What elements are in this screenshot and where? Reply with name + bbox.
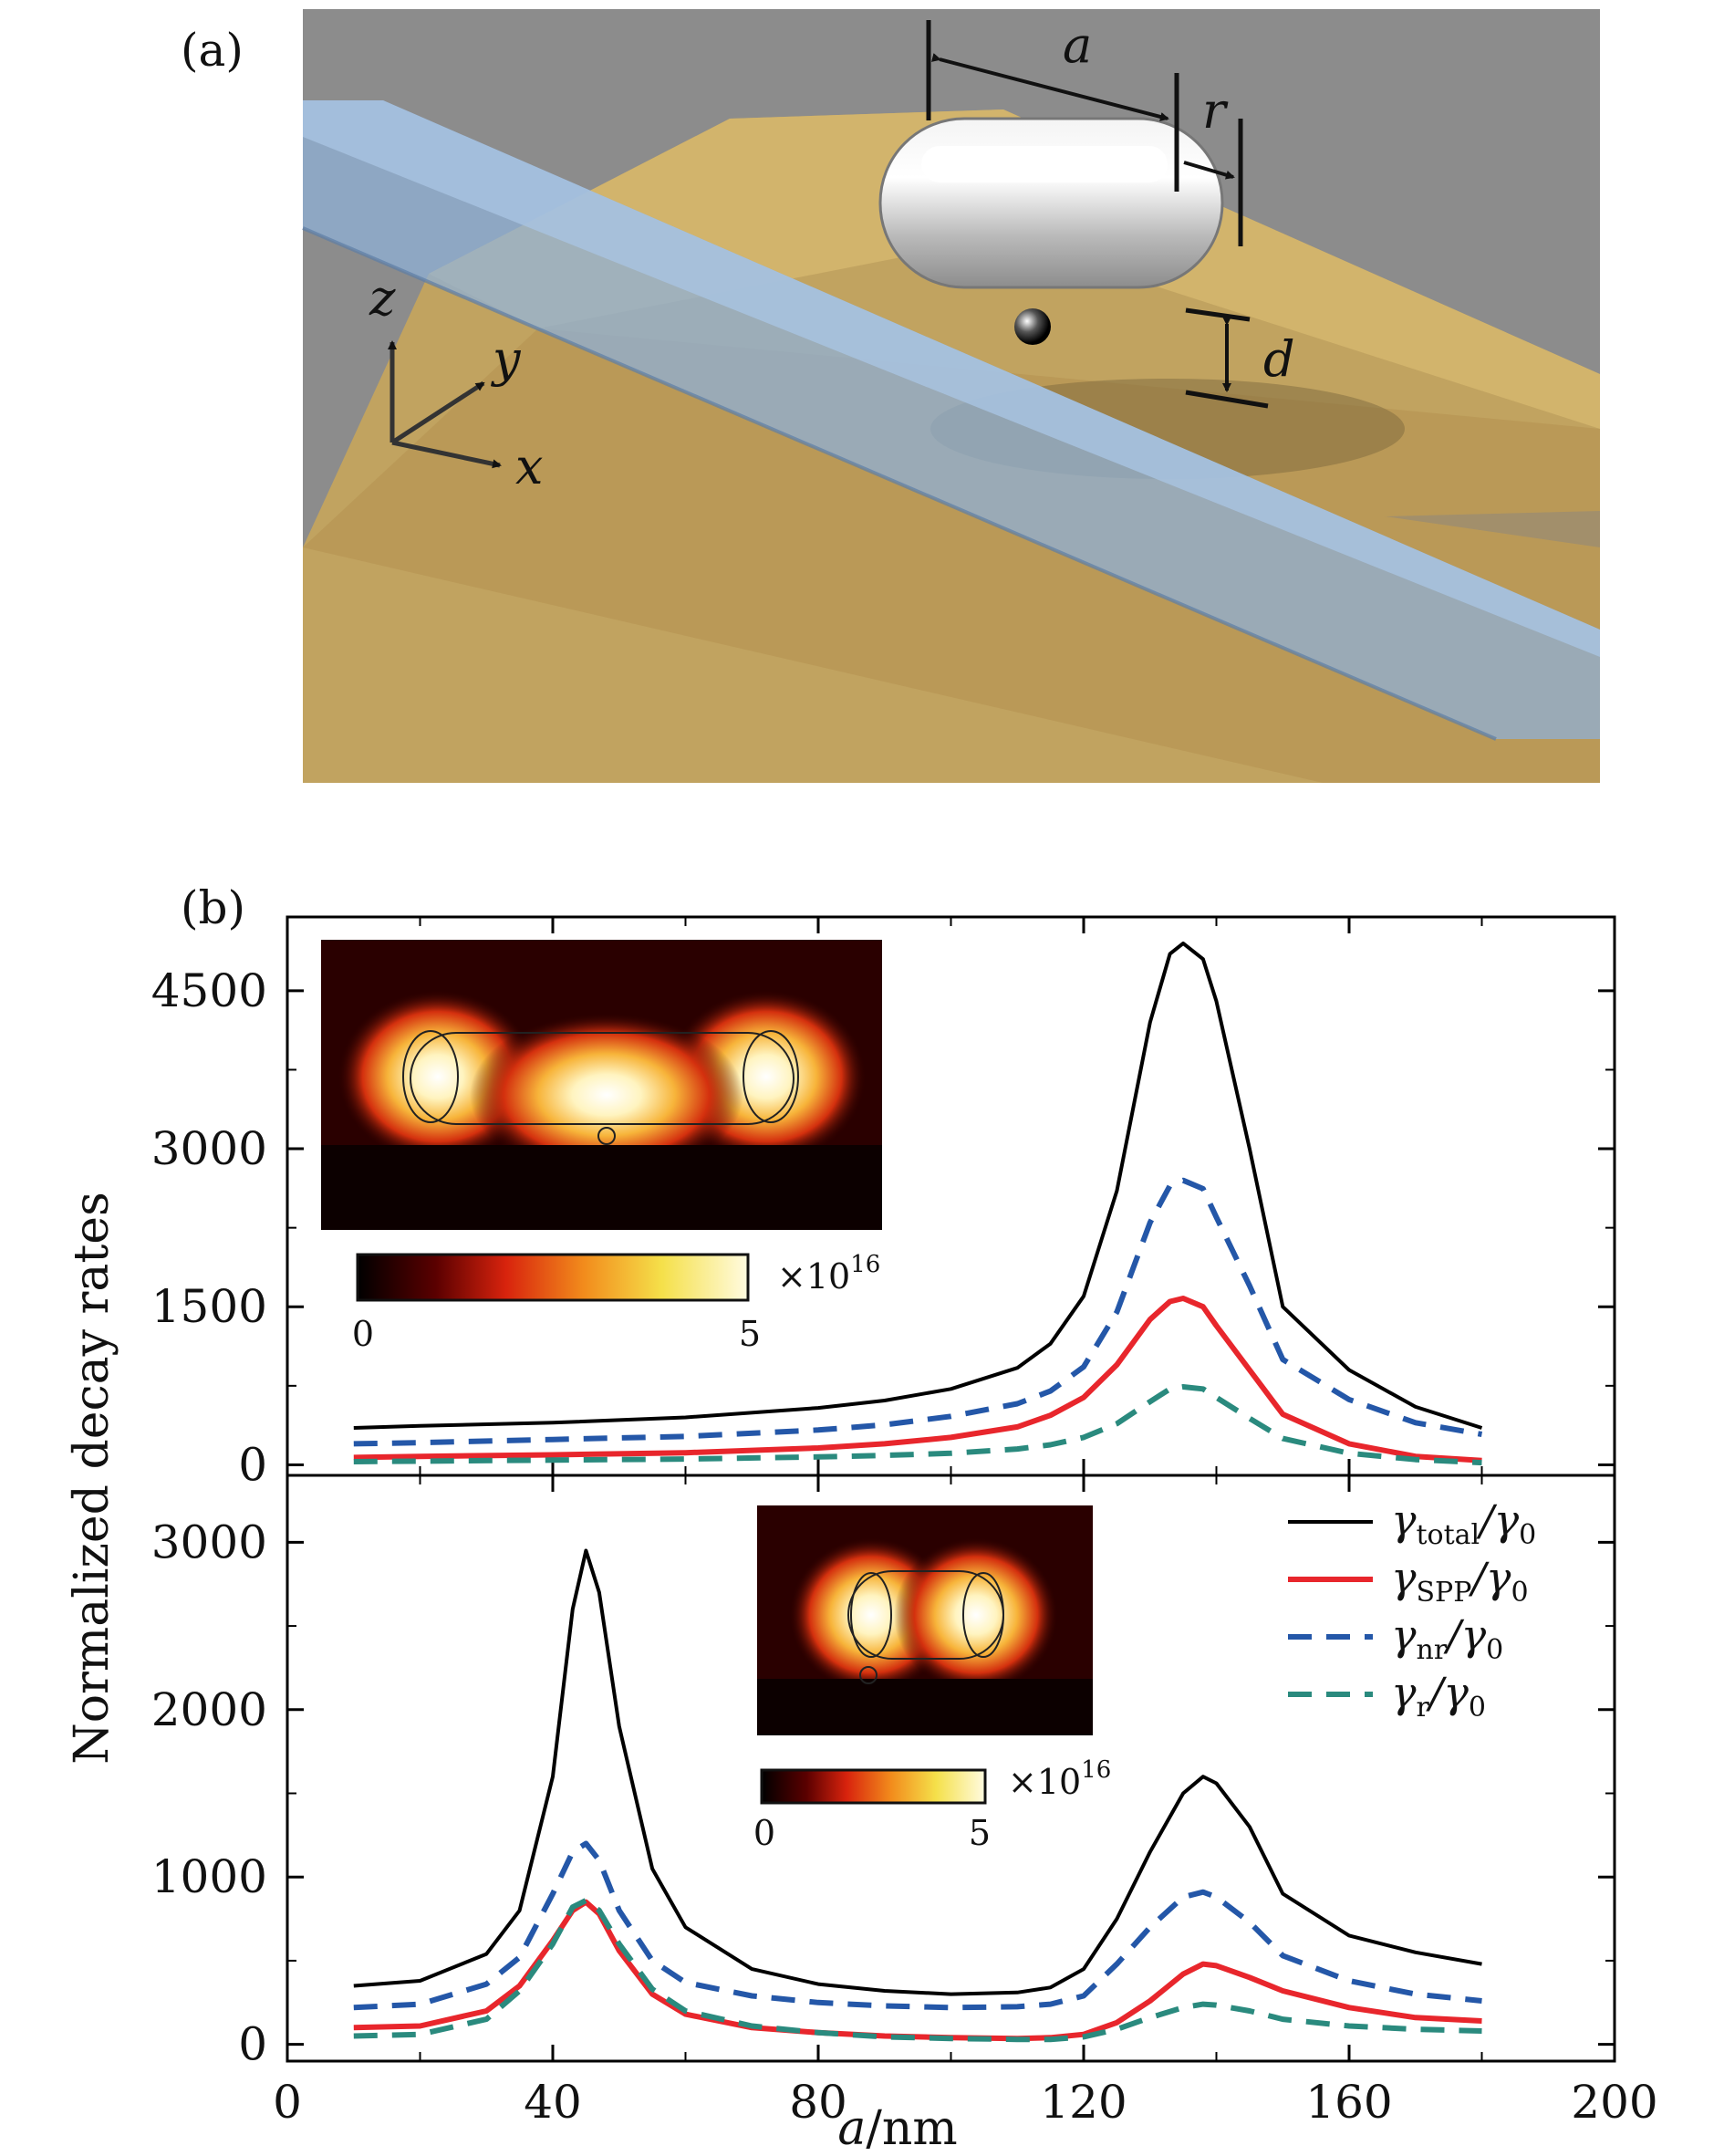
top-y-tick-label: 0 xyxy=(238,1438,267,1491)
legend-subscript: r xyxy=(1417,1692,1430,1724)
bottom-inset-right-hotspot xyxy=(894,1537,1058,1693)
waveguide-edge xyxy=(302,226,1497,741)
x-axis-label: a/nm xyxy=(837,2101,957,2156)
bottom-inset-right-cap xyxy=(962,1572,1004,1658)
legend-denominator-subscript: 0 xyxy=(1486,1634,1503,1666)
top-series-total xyxy=(353,941,1483,1430)
bottom-colorbar-scale: ×1016 xyxy=(1008,1756,1111,1802)
legend-subscript: total xyxy=(1417,1519,1480,1551)
panel-a: (a) a r d z y x xyxy=(181,9,1600,783)
bottom-colorbar-max: 5 xyxy=(969,1813,991,1853)
top-series-r xyxy=(353,1384,1482,1466)
x-axis-var: a xyxy=(837,2101,866,2156)
legend-label-nr: γnr/γ0 xyxy=(1391,1610,1503,1666)
substrate-top-face xyxy=(429,109,1600,429)
top-inset-gap-hotspot xyxy=(470,1013,743,1177)
top-colorbar-min: 0 xyxy=(352,1314,374,1354)
top-colorbar-max: 5 xyxy=(739,1314,761,1354)
bottom-inset-substrate xyxy=(757,1679,1093,1735)
bottom-y-tick-label: 3000 xyxy=(151,1515,267,1568)
top-y-tick-label: 3000 xyxy=(151,1122,267,1175)
axis-x-arrow xyxy=(391,440,502,469)
x-tick-label: 200 xyxy=(1571,2076,1657,2129)
x-tick-label: 40 xyxy=(524,2076,582,2129)
top-inset-substrate xyxy=(321,1145,882,1230)
top-colorbar-scale-base: ×10 xyxy=(777,1256,850,1297)
top-inset-rod-outline xyxy=(410,1032,794,1125)
bottom-inset-left-cap xyxy=(850,1572,892,1658)
legend-subscript: nr xyxy=(1417,1634,1448,1666)
legend-symbol: γ xyxy=(1391,1495,1417,1545)
legend-denominator: /γ xyxy=(1468,1553,1511,1602)
legend-denominator-subscript: 0 xyxy=(1469,1692,1486,1724)
waveguide-top-face xyxy=(303,100,1600,657)
panel-b-label: (b) xyxy=(181,881,245,934)
bottom-y-tick-label: 2000 xyxy=(151,1683,267,1736)
legend-symbol: γ xyxy=(1391,1668,1417,1717)
axis-x-label: x xyxy=(515,438,543,495)
dim-r-label: r xyxy=(1202,82,1229,140)
dim-d-label: d xyxy=(1263,330,1295,388)
legend-label-r: γr/γ0 xyxy=(1391,1668,1486,1724)
dim-d-top-tick xyxy=(1185,307,1251,322)
dim-a-arrow xyxy=(930,53,1169,121)
legend-symbol: γ xyxy=(1391,1553,1417,1602)
x-axis-unit: /nm xyxy=(866,2101,957,2156)
top-plot-ticks: 0 1500 3000 4500 xyxy=(151,917,1616,1491)
dim-d-bottom-tick xyxy=(1185,390,1269,409)
top-series-spp xyxy=(353,1296,1482,1463)
legend-subscript: SPP xyxy=(1417,1577,1472,1609)
dim-a-label: a xyxy=(1063,16,1092,74)
bottom-y-tick-label: 1000 xyxy=(151,1850,267,1903)
bottom-colorbar-scale-base: ×10 xyxy=(1008,1762,1081,1802)
top-colorbar-scale: ×1016 xyxy=(777,1251,880,1297)
axis-y-label: y xyxy=(491,330,522,388)
top-inset-colorbar xyxy=(356,1253,750,1302)
legend-denominator: /γ xyxy=(1443,1610,1486,1660)
legend-symbol: γ xyxy=(1391,1610,1417,1660)
legend-denominator: /γ xyxy=(1476,1495,1519,1545)
top-inset-left-cap xyxy=(402,1030,459,1123)
bottom-inset-field-map: 0 5 ×1016 xyxy=(753,1505,1111,1853)
x-tick-label: 0 xyxy=(273,2076,302,2129)
top-y-tick-label: 4500 xyxy=(151,964,267,1017)
bottom-series-nr xyxy=(353,1840,1482,2011)
bottom-inset-colorbar xyxy=(760,1768,987,1805)
x-tick-label: 160 xyxy=(1305,2076,1392,2129)
legend-denominator-subscript: 0 xyxy=(1519,1519,1536,1551)
bottom-y-tick-label: 0 xyxy=(238,2018,267,2071)
bottom-inset-emitter xyxy=(859,1666,878,1684)
quantum-emitter xyxy=(1014,308,1051,345)
legend-label-spp: γSPP/γ0 xyxy=(1391,1553,1529,1609)
bottom-colorbar-min: 0 xyxy=(753,1813,775,1853)
bottom-series-r xyxy=(353,1897,1482,2043)
axis-z-label: z xyxy=(369,269,396,327)
bottom-plot-series xyxy=(353,1548,1482,2043)
y-axis-label: Normalized decay rates xyxy=(65,1192,119,1765)
top-inset-right-cap xyxy=(743,1030,799,1123)
x-tick-label: 80 xyxy=(789,2076,847,2129)
bottom-colorbar-scale-exp: 16 xyxy=(1081,1756,1111,1784)
panel-b: (b) Normalized decay rates a/nm 0 1500 300… xyxy=(65,881,1658,2156)
bottom-series-spp xyxy=(353,1899,1482,2042)
panel-a-label: (a) xyxy=(181,24,244,77)
legend-denominator: /γ xyxy=(1426,1668,1469,1717)
x-tick-label: 120 xyxy=(1040,2076,1127,2129)
top-y-tick-label: 1500 xyxy=(151,1280,267,1333)
top-colorbar-scale-exp: 16 xyxy=(850,1251,880,1278)
gold-nanorod xyxy=(878,117,1224,289)
top-series-nr xyxy=(353,1177,1483,1447)
bottom-series-total xyxy=(353,1548,1482,1996)
nanorod-highlight xyxy=(921,146,1168,182)
top-plot-series xyxy=(353,941,1483,1466)
top-inset-emitter xyxy=(597,1127,616,1145)
legend-denominator-subscript: 0 xyxy=(1511,1577,1528,1609)
dim-r-arrow xyxy=(1183,161,1235,180)
top-inset-field-map: 0 5 ×1016 xyxy=(321,940,882,1354)
legend-label-total: γtotal/γ0 xyxy=(1391,1495,1536,1551)
axis-y-arrow xyxy=(390,380,485,445)
